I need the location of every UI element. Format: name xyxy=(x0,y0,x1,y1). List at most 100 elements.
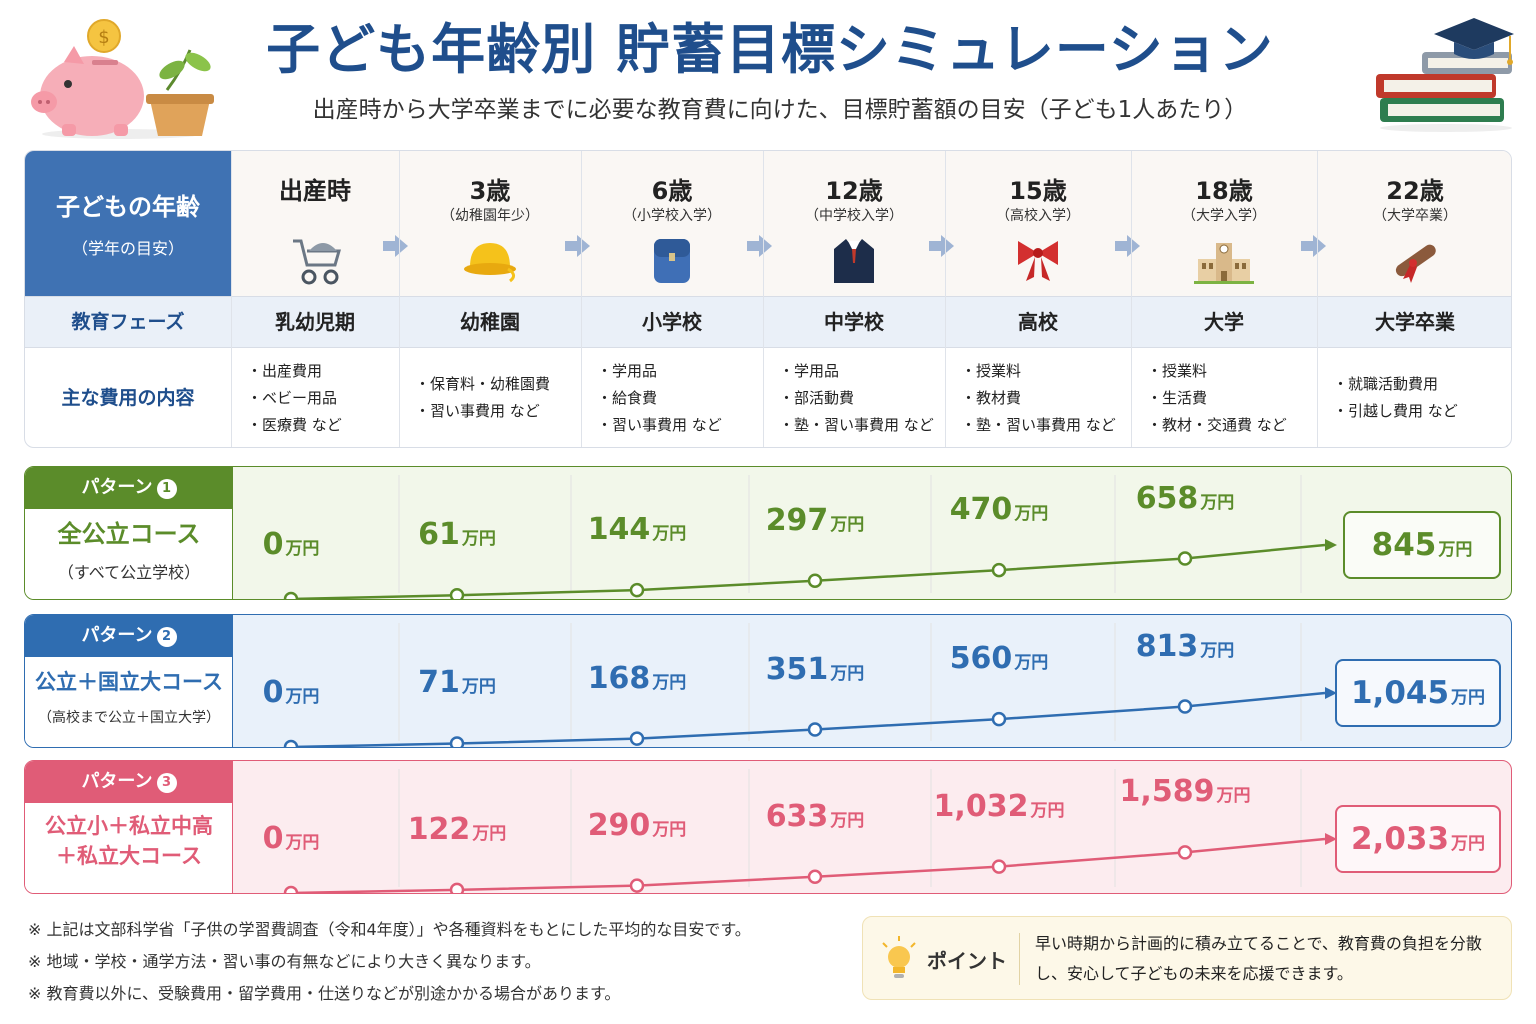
data-label: 71 万円 xyxy=(387,665,527,700)
cost-item: ・教材費 xyxy=(961,389,1022,407)
data-point xyxy=(807,722,823,737)
footnote-3: ※ 教育費以外に、受験費用・留学費用・仕送りなどが別途かかる場合があります。 xyxy=(28,984,621,1003)
data-label-unit: 万円 xyxy=(285,539,320,559)
pattern-label-area: パターン 2 公立＋国立大コース （高校まで公立＋国立大学） xyxy=(25,615,233,747)
data-label: 1,589 万円 xyxy=(1115,774,1255,809)
data-label-unit: 万円 xyxy=(285,833,320,853)
data-label: 633 万円 xyxy=(745,799,885,834)
final-total-unit: 万円 xyxy=(1438,540,1473,560)
data-label-value: 1,032 xyxy=(933,788,1029,824)
cost-list-5: ・授業料 ・生活費 ・教材・交通費 など xyxy=(1147,358,1287,439)
final-total-box: 1,045 万円 xyxy=(1335,659,1501,727)
cost-item: ・引越し費用 など xyxy=(1333,402,1458,420)
stage-arrow-icon xyxy=(1115,235,1140,257)
data-label-unit: 万円 xyxy=(461,529,496,550)
data-label-unit: 万円 xyxy=(652,524,687,545)
stage-arrow-icon xyxy=(565,235,590,257)
pattern-name: 公立小＋私立中高 ＋私立大コース xyxy=(45,814,213,868)
cost-item: ・出産費用 xyxy=(247,362,323,380)
data-point xyxy=(1177,845,1193,860)
cost-item: ・塾・習い事費用 など xyxy=(961,416,1116,434)
pattern-number-badge: 3 xyxy=(156,773,177,793)
stage-age: 3歳 xyxy=(469,177,511,205)
data-point xyxy=(991,859,1007,874)
pattern-panel-2: パターン 2 公立＋国立大コース （高校まで公立＋国立大学） 0 万円 71 万円 168 万円 3… xyxy=(24,614,1512,748)
footnotes: ※ 上記は文部科学省「子供の学習費調査（令和4年度）」や各種資料をもとにした平均… xyxy=(28,914,848,1010)
pattern-tag: パターン 3 xyxy=(25,761,233,803)
data-label-unit: 万円 xyxy=(830,514,865,535)
final-total-box: 2,033 万円 xyxy=(1335,805,1501,873)
stage-note: （大学入学） xyxy=(1182,208,1266,224)
data-label-value: 633 xyxy=(765,798,829,834)
pattern-number-badge: 2 xyxy=(156,627,177,647)
data-label: 168 万円 xyxy=(567,661,707,696)
pattern-line-chart xyxy=(283,475,1337,599)
cost-item: ・習い事費用 など xyxy=(597,416,722,434)
stage-note: （大学卒業） xyxy=(1373,208,1457,224)
stage-age: 22歳 xyxy=(1386,177,1444,205)
data-point xyxy=(283,739,299,747)
data-label-unit: 万円 xyxy=(1200,640,1235,661)
series-line xyxy=(290,691,1326,747)
cost-item: ・生活費 xyxy=(1147,389,1208,407)
pattern-panel-3: パターン 3 公立小＋私立中高 ＋私立大コース 0 万円 122 万円 290 万円 633 万円 1… xyxy=(24,760,1512,894)
data-label-value: 144 xyxy=(587,512,651,548)
stage-age: 15歳 xyxy=(1009,177,1067,205)
stage-age: 出産時 xyxy=(279,177,351,205)
cost-item: ・保育料・幼稚園費 xyxy=(415,375,551,393)
lightbulb-icon xyxy=(882,936,916,978)
data-point xyxy=(991,562,1007,578)
kindergarten-hat-icon xyxy=(460,231,520,287)
school-uniform-icon xyxy=(824,231,884,287)
data-point xyxy=(629,878,645,893)
data-label: 813 万円 xyxy=(1115,629,1255,664)
data-point xyxy=(807,869,823,885)
column-divider xyxy=(399,151,400,447)
pattern-number-badge: 1 xyxy=(156,479,177,499)
education-stage-table: 子どもの年齢 （学年の目安） 教育フェーズ 主な費用の内容 出産時 乳幼児期 ・出産… xyxy=(24,150,1512,448)
stage-2: 6歳 （小学校入学） xyxy=(581,151,763,296)
series-arrow-icon xyxy=(1325,539,1337,551)
pattern-label-area: パターン 1 全公立コース （すべて公立学校） xyxy=(25,467,233,599)
data-label-unit: 万円 xyxy=(1030,800,1065,821)
university-building-icon xyxy=(1194,231,1254,287)
final-total-unit: 万円 xyxy=(1451,688,1486,708)
phase-0: 乳幼児期 xyxy=(275,310,355,334)
point-text: 早い時期から計画的に積み立てることで、教育費の負担を分散し、安心して子どもの未来… xyxy=(1035,934,1482,983)
cost-item: ・授業料 xyxy=(1147,362,1208,380)
phase-1: 幼稚園 xyxy=(460,310,520,334)
data-label-value: 0 xyxy=(262,821,284,856)
stage-note: （幼稚園年少） xyxy=(441,208,539,224)
cost-list-6: ・就職活動費用・引越し費用 など xyxy=(1333,371,1458,425)
cost-item: ・学用品 xyxy=(779,362,840,380)
data-label-unit: 万円 xyxy=(472,823,507,844)
pattern-description: （高校まで公立＋国立大学） xyxy=(38,710,220,726)
age-header-subtitle: （学年の目安） xyxy=(71,239,184,258)
data-label-unit: 万円 xyxy=(461,677,496,698)
data-label-value: 0 xyxy=(262,675,284,710)
stage-4: 15歳 （高校入学） xyxy=(945,151,1131,296)
data-point xyxy=(629,582,645,598)
phase-2: 小学校 xyxy=(642,310,702,334)
age-header: 子どもの年齢 （学年の目安） xyxy=(25,151,231,296)
data-label-unit: 万円 xyxy=(1014,653,1049,674)
phase-6: 大学卒業 xyxy=(1375,310,1455,334)
column-divider xyxy=(581,151,582,447)
cost-item: ・部活動費 xyxy=(779,389,855,407)
data-label-unit: 万円 xyxy=(652,672,687,693)
phase-3: 中学校 xyxy=(824,310,884,334)
data-label: 0 万円 xyxy=(221,675,361,710)
page-subtitle: 出産時から大学卒業までに必要な教育費に向けた、目標貯蓄額の目安（子ども1人あたり… xyxy=(312,97,1248,123)
cost-item: ・医療費 など xyxy=(247,416,342,434)
data-point xyxy=(1177,699,1193,714)
pattern-tag-text: パターン xyxy=(81,771,153,792)
data-point xyxy=(991,711,1007,727)
stage-arrow-icon xyxy=(1301,235,1326,257)
stage-age: 18歳 xyxy=(1195,177,1253,205)
stage-arrow-icon xyxy=(747,235,772,257)
data-point xyxy=(449,736,465,747)
svg-text:$: $ xyxy=(98,27,109,48)
data-label-value: 122 xyxy=(407,811,471,847)
diploma-icon xyxy=(1385,231,1445,287)
cost-item: ・就職活動費用 xyxy=(1333,375,1439,393)
